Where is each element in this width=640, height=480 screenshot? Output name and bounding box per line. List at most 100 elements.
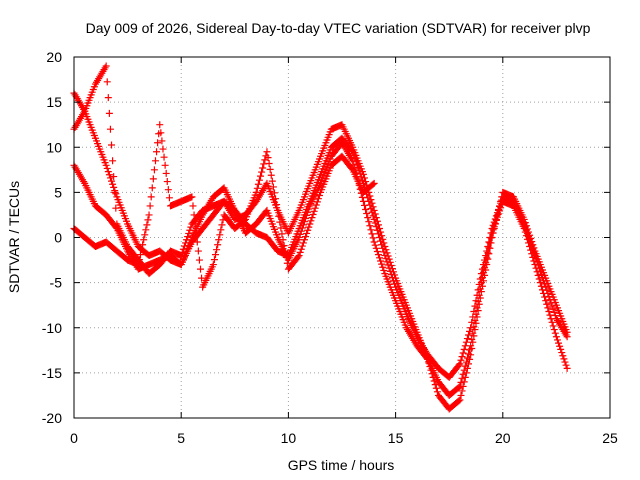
data-point	[467, 324, 475, 332]
data-point	[111, 188, 119, 196]
data-point	[309, 210, 317, 218]
data-point	[361, 201, 369, 209]
data-point	[377, 228, 385, 236]
data-point	[165, 194, 173, 202]
data-point	[373, 247, 381, 255]
data-point	[461, 373, 469, 381]
data-point	[366, 192, 374, 200]
data-point	[464, 360, 472, 368]
data-point	[138, 246, 146, 254]
data-point	[104, 168, 112, 176]
data-point	[135, 256, 143, 264]
data-point	[456, 396, 464, 404]
y-tick-label: -5	[50, 275, 63, 291]
data-point	[105, 109, 113, 117]
data-point	[282, 253, 290, 261]
data-point	[525, 239, 533, 247]
data-point	[177, 252, 185, 260]
data-point	[367, 196, 375, 204]
x-tick-labels: 0 5 10 15 20 25	[70, 430, 618, 446]
data-point	[162, 169, 170, 177]
y-tick-label: 15	[46, 94, 62, 110]
data-point	[389, 268, 397, 276]
data-point	[489, 229, 497, 237]
data-point	[146, 202, 154, 210]
data-point	[348, 164, 356, 172]
data-point	[278, 230, 286, 238]
data-point	[178, 248, 186, 256]
data-point	[533, 268, 541, 276]
data-point	[475, 300, 483, 308]
data-point	[544, 304, 552, 312]
data-point	[495, 206, 503, 214]
data-point	[526, 231, 534, 239]
data-point	[529, 241, 537, 249]
data-point	[483, 261, 491, 269]
data-point	[373, 217, 381, 225]
chart-title: Day 009 of 2026, Sidereal Day-to-day VTE…	[86, 20, 591, 36]
data-point	[476, 294, 484, 302]
data-point	[145, 211, 153, 219]
y-tick-label: -15	[42, 365, 62, 381]
data-point	[558, 349, 566, 357]
data-point	[194, 247, 202, 255]
data-point	[529, 253, 537, 261]
data-point	[158, 137, 166, 145]
data-point	[542, 297, 550, 305]
x-tick-label: 15	[388, 430, 404, 446]
y-axis-label: SDTVAR / TECUs	[6, 181, 22, 293]
data-point	[477, 288, 485, 296]
data-point	[371, 210, 379, 218]
data-point	[103, 164, 111, 172]
data-point	[481, 271, 489, 279]
data-point	[163, 178, 171, 186]
data-point	[455, 397, 463, 405]
data-point	[196, 265, 204, 273]
data-point	[431, 381, 439, 389]
data-point	[110, 183, 118, 191]
data-point	[213, 246, 221, 254]
data-point	[296, 230, 304, 238]
data-point	[467, 351, 475, 359]
data-point	[462, 338, 470, 346]
data-point	[368, 230, 376, 238]
data-point	[280, 242, 288, 250]
data-point	[379, 235, 387, 243]
data-point	[378, 260, 386, 268]
data-point	[300, 218, 308, 226]
data-point	[487, 239, 495, 247]
data-point	[457, 356, 465, 364]
data-point	[463, 364, 471, 372]
data-point	[183, 236, 191, 244]
data-point	[469, 338, 477, 346]
data-point	[376, 254, 384, 262]
data-point	[264, 154, 272, 162]
data-point	[473, 313, 481, 321]
data-point	[458, 353, 466, 361]
data-point	[525, 228, 533, 236]
data-point	[537, 282, 545, 290]
data-point	[190, 211, 198, 219]
data-point	[468, 345, 476, 353]
data-point	[536, 279, 544, 287]
data-point	[457, 391, 465, 399]
data-point	[209, 261, 217, 269]
data-point	[279, 236, 287, 244]
data-point	[298, 242, 306, 250]
data-point	[191, 220, 199, 228]
data-point	[372, 214, 380, 222]
data-point	[545, 308, 553, 316]
data-point	[458, 387, 466, 395]
data-point	[254, 180, 262, 188]
data-point	[306, 220, 314, 228]
data-point	[304, 226, 312, 234]
data-point	[482, 266, 490, 274]
data-point	[180, 242, 188, 250]
data-point	[374, 221, 382, 229]
data-point	[371, 241, 379, 249]
data-point	[427, 366, 435, 374]
data-point	[528, 238, 536, 246]
data-point	[295, 252, 303, 260]
data-point	[187, 223, 195, 231]
data-point	[520, 215, 528, 223]
